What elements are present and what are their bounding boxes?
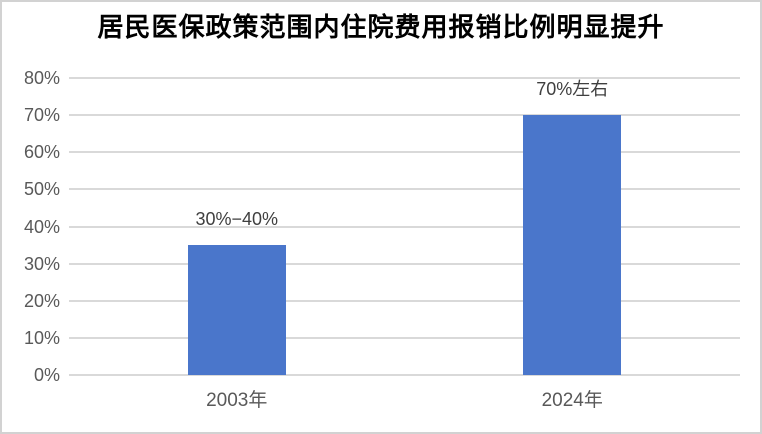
gridline: [69, 151, 740, 154]
gridline: [69, 114, 740, 117]
gridline: [69, 77, 740, 79]
y-axis-tick-label: 10%: [23, 327, 60, 348]
y-axis-tick-label: 20%: [23, 290, 60, 311]
y-axis-tick-label: 70%: [23, 105, 60, 126]
y-axis-tick-label: 80%: [23, 68, 60, 88]
bar: [187, 245, 286, 375]
bar-data-label: 70%左右: [536, 79, 609, 99]
gridline: [69, 225, 740, 228]
x-axis-category-label: 2003年: [206, 390, 268, 411]
gridline: [69, 188, 740, 191]
plot-area: 80% 70% 60% 50% 40% 30% 20% 10% 0% 30%−40% 2003年 70…: [24, 68, 740, 411]
gridline: [69, 374, 740, 376]
x-axis-category-label: 2024年: [541, 390, 603, 411]
y-axis-tick-label: 30%: [23, 253, 60, 274]
y-axis-tick-label: 0%: [33, 365, 60, 385]
gridline: [69, 299, 740, 302]
y-axis-tick-label: 50%: [23, 179, 60, 200]
y-axis-tick-label: 40%: [23, 216, 60, 237]
y-axis-tick-label: 60%: [23, 142, 60, 163]
gridline: [69, 336, 740, 339]
gridline: [69, 262, 740, 265]
chart-title: 居民医保政策范围内住院费用报销比例明显提升: [97, 12, 665, 42]
bar-data-label: 30%−40%: [195, 209, 279, 229]
bar: [523, 115, 622, 375]
